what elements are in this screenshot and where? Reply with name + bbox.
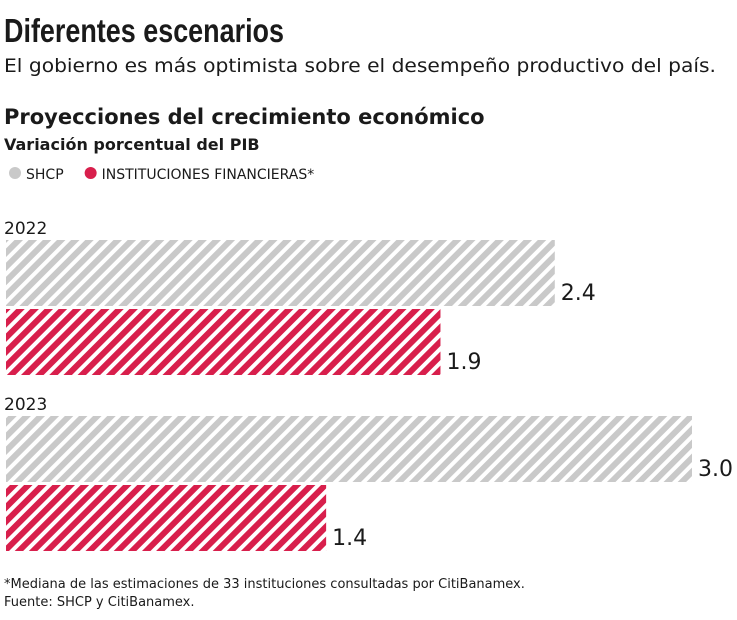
category-label: 2022 — [4, 219, 47, 239]
bar — [6, 416, 692, 482]
source: Fuente: SHCP y CitiBanamex. — [4, 595, 195, 610]
value-label: 1.9 — [446, 350, 481, 375]
title: Diferentes escenarios — [4, 12, 284, 49]
legend-label: SHCP — [26, 167, 64, 183]
legend-swatch — [9, 167, 21, 179]
chart-title: Proyecciones del crecimiento económico — [4, 105, 485, 129]
footnote: *Mediana de las estimaciones de 33 insti… — [4, 577, 525, 592]
bar — [6, 309, 441, 375]
bar — [6, 485, 327, 551]
value-label: 1.4 — [332, 526, 367, 551]
value-label: 3.0 — [698, 457, 733, 482]
chart-subtitle: Variación porcentual del PIB — [4, 135, 260, 154]
legend-swatch — [84, 167, 97, 179]
bar — [6, 240, 555, 306]
legend-label: INSTITUCIONES FINANCIERAS* — [102, 167, 315, 183]
value-label: 2.4 — [561, 281, 596, 306]
subtitle: El gobierno es más optimista sobre el de… — [4, 55, 716, 77]
category-label: 2023 — [4, 395, 47, 415]
